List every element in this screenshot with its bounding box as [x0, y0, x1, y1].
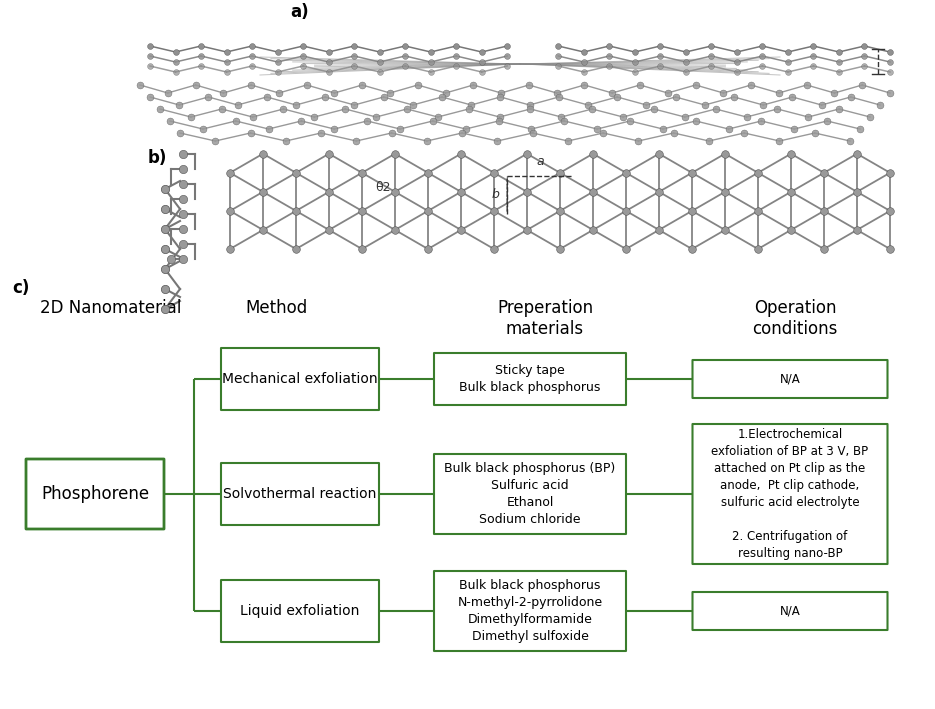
Text: Liquid exfoliation: Liquid exfoliation	[240, 604, 360, 618]
Text: Sticky tape
Bulk black phosphorus: Sticky tape Bulk black phosphorus	[459, 364, 600, 394]
Text: Solvothermal reaction: Solvothermal reaction	[223, 487, 377, 501]
Text: Bulk black phosphorus
N-methyl-2-pyrrolidone
Dimethylformamide
Dimethyl sulfoxid: Bulk black phosphorus N-methyl-2-pyrroli…	[457, 579, 602, 643]
FancyBboxPatch shape	[26, 459, 164, 529]
Text: Mechanical exfoliation: Mechanical exfoliation	[223, 372, 378, 386]
Text: 1.Electrochemical
exfoliation of BP at 3 V, BP
attached on Pt clip as the
anode,: 1.Electrochemical exfoliation of BP at 3…	[712, 428, 869, 560]
Text: a): a)	[290, 3, 309, 21]
FancyBboxPatch shape	[221, 463, 379, 525]
Text: N/A: N/A	[780, 605, 800, 618]
FancyBboxPatch shape	[434, 454, 626, 534]
FancyBboxPatch shape	[693, 592, 887, 630]
Text: b: b	[491, 189, 499, 201]
Text: a: a	[537, 155, 544, 168]
Text: c): c)	[12, 279, 29, 297]
Text: 2D Nanomaterial: 2D Nanomaterial	[40, 299, 181, 317]
Text: Operation
conditions: Operation conditions	[753, 299, 838, 337]
Text: Bulk black phosphorus (BP)
Sulfuric acid
Ethanol
Sodium chloride: Bulk black phosphorus (BP) Sulfuric acid…	[444, 462, 615, 526]
FancyBboxPatch shape	[434, 571, 626, 651]
FancyBboxPatch shape	[434, 353, 626, 405]
Text: Preperation
materials: Preperation materials	[496, 299, 593, 337]
FancyBboxPatch shape	[693, 360, 887, 398]
Text: Phosphorene: Phosphorene	[41, 485, 149, 503]
Text: N/A: N/A	[780, 372, 800, 386]
FancyBboxPatch shape	[693, 424, 887, 564]
FancyBboxPatch shape	[221, 580, 379, 642]
Text: θ2: θ2	[375, 181, 391, 194]
Text: Method: Method	[245, 299, 308, 317]
Text: b): b)	[148, 149, 167, 167]
FancyBboxPatch shape	[221, 348, 379, 410]
